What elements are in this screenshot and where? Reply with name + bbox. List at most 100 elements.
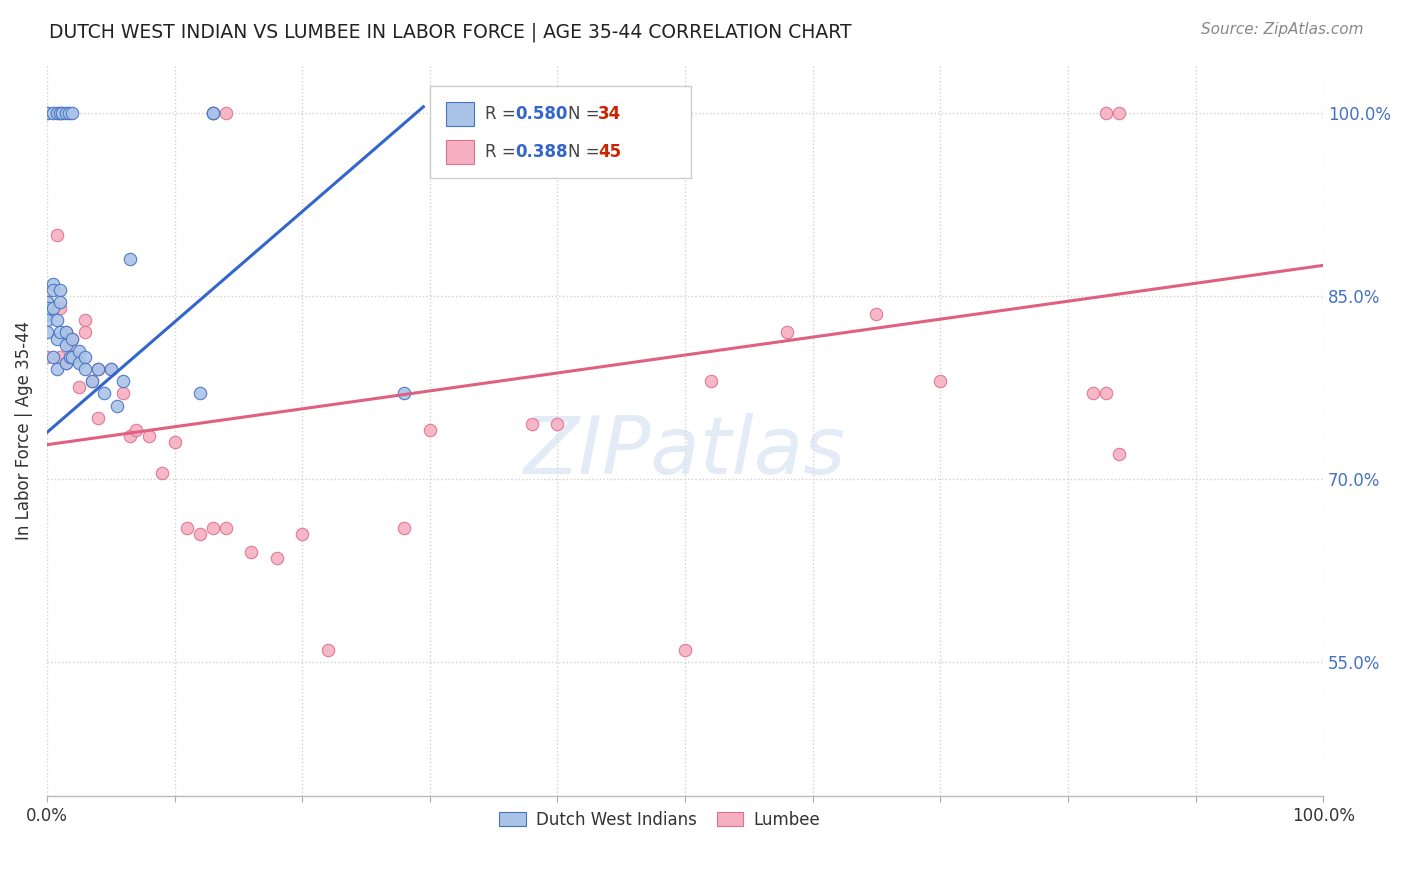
Point: [42, 350, 65, 364]
Point: [125, 423, 148, 437]
Point: [67, 356, 90, 370]
Point: [1108, 448, 1130, 462]
Point: [35, 350, 58, 364]
Point: [546, 417, 568, 431]
Point: [58, 106, 80, 120]
Point: [699, 374, 721, 388]
Point: [35, 106, 58, 120]
Text: N =: N =: [568, 143, 605, 161]
Point: [46, 313, 69, 327]
Point: [35, 301, 58, 315]
Point: [35, 326, 58, 340]
Point: [100, 362, 122, 376]
FancyBboxPatch shape: [446, 102, 474, 126]
Point: [176, 521, 198, 535]
Point: [394, 521, 416, 535]
Legend: Dutch West Indians, Lumbee: Dutch West Indians, Lumbee: [492, 804, 827, 835]
Point: [48, 301, 70, 315]
Point: [35, 307, 58, 321]
Point: [87, 362, 110, 376]
Text: R =: R =: [485, 143, 520, 161]
Point: [316, 642, 339, 657]
Point: [214, 106, 236, 120]
Point: [520, 417, 543, 431]
Point: [55, 356, 77, 370]
Point: [118, 252, 141, 267]
FancyBboxPatch shape: [430, 86, 692, 178]
Point: [776, 326, 799, 340]
Point: [112, 386, 135, 401]
Text: ZIPatlas: ZIPatlas: [524, 413, 846, 491]
Y-axis label: In Labor Force | Age 35-44: In Labor Force | Age 35-44: [15, 320, 32, 540]
Point: [80, 374, 103, 388]
Point: [48, 326, 70, 340]
Point: [118, 429, 141, 443]
Text: 45: 45: [598, 143, 621, 161]
Point: [42, 106, 65, 120]
Point: [55, 337, 77, 351]
Point: [87, 410, 110, 425]
Point: [46, 332, 69, 346]
Point: [75, 326, 97, 340]
Point: [75, 362, 97, 376]
Point: [46, 362, 69, 376]
Point: [138, 429, 160, 443]
Point: [51, 106, 73, 120]
Point: [87, 362, 110, 376]
Point: [35, 106, 58, 120]
Point: [62, 350, 84, 364]
Point: [100, 362, 122, 376]
Point: [240, 545, 263, 559]
Point: [42, 283, 65, 297]
Point: [55, 326, 77, 340]
Point: [1095, 106, 1118, 120]
Point: [673, 642, 696, 657]
Point: [214, 521, 236, 535]
Point: [112, 374, 135, 388]
Point: [35, 295, 58, 310]
Text: DUTCH WEST INDIAN VS LUMBEE IN LABOR FORCE | AGE 35-44 CORRELATION CHART: DUTCH WEST INDIAN VS LUMBEE IN LABOR FOR…: [49, 22, 852, 42]
Point: [48, 106, 70, 120]
Point: [46, 106, 69, 120]
FancyBboxPatch shape: [446, 140, 474, 163]
Point: [188, 526, 211, 541]
Point: [419, 423, 441, 437]
Point: [80, 374, 103, 388]
Point: [201, 106, 224, 120]
Point: [865, 307, 887, 321]
Point: [46, 227, 69, 242]
Point: [1108, 106, 1130, 120]
Point: [93, 386, 115, 401]
Point: [1083, 386, 1105, 401]
Point: [63, 350, 86, 364]
Text: N =: N =: [568, 105, 605, 123]
Point: [42, 277, 65, 291]
Text: Source: ZipAtlas.com: Source: ZipAtlas.com: [1201, 22, 1364, 37]
Point: [201, 106, 224, 120]
Point: [201, 521, 224, 535]
Text: R =: R =: [485, 105, 520, 123]
Point: [291, 526, 314, 541]
Point: [62, 350, 84, 364]
Point: [201, 106, 224, 120]
Point: [48, 106, 70, 120]
Point: [67, 343, 90, 358]
Point: [55, 106, 77, 120]
Point: [150, 466, 173, 480]
Point: [1095, 386, 1118, 401]
Point: [48, 295, 70, 310]
Point: [62, 106, 84, 120]
Text: 0.580: 0.580: [515, 105, 568, 123]
Point: [394, 386, 416, 401]
Point: [55, 356, 77, 370]
Point: [59, 350, 82, 364]
Point: [59, 337, 82, 351]
Point: [42, 301, 65, 315]
Point: [35, 295, 58, 310]
Point: [67, 380, 90, 394]
Text: 0.388: 0.388: [515, 143, 568, 161]
Point: [62, 332, 84, 346]
Point: [105, 399, 128, 413]
Point: [75, 350, 97, 364]
Point: [75, 313, 97, 327]
